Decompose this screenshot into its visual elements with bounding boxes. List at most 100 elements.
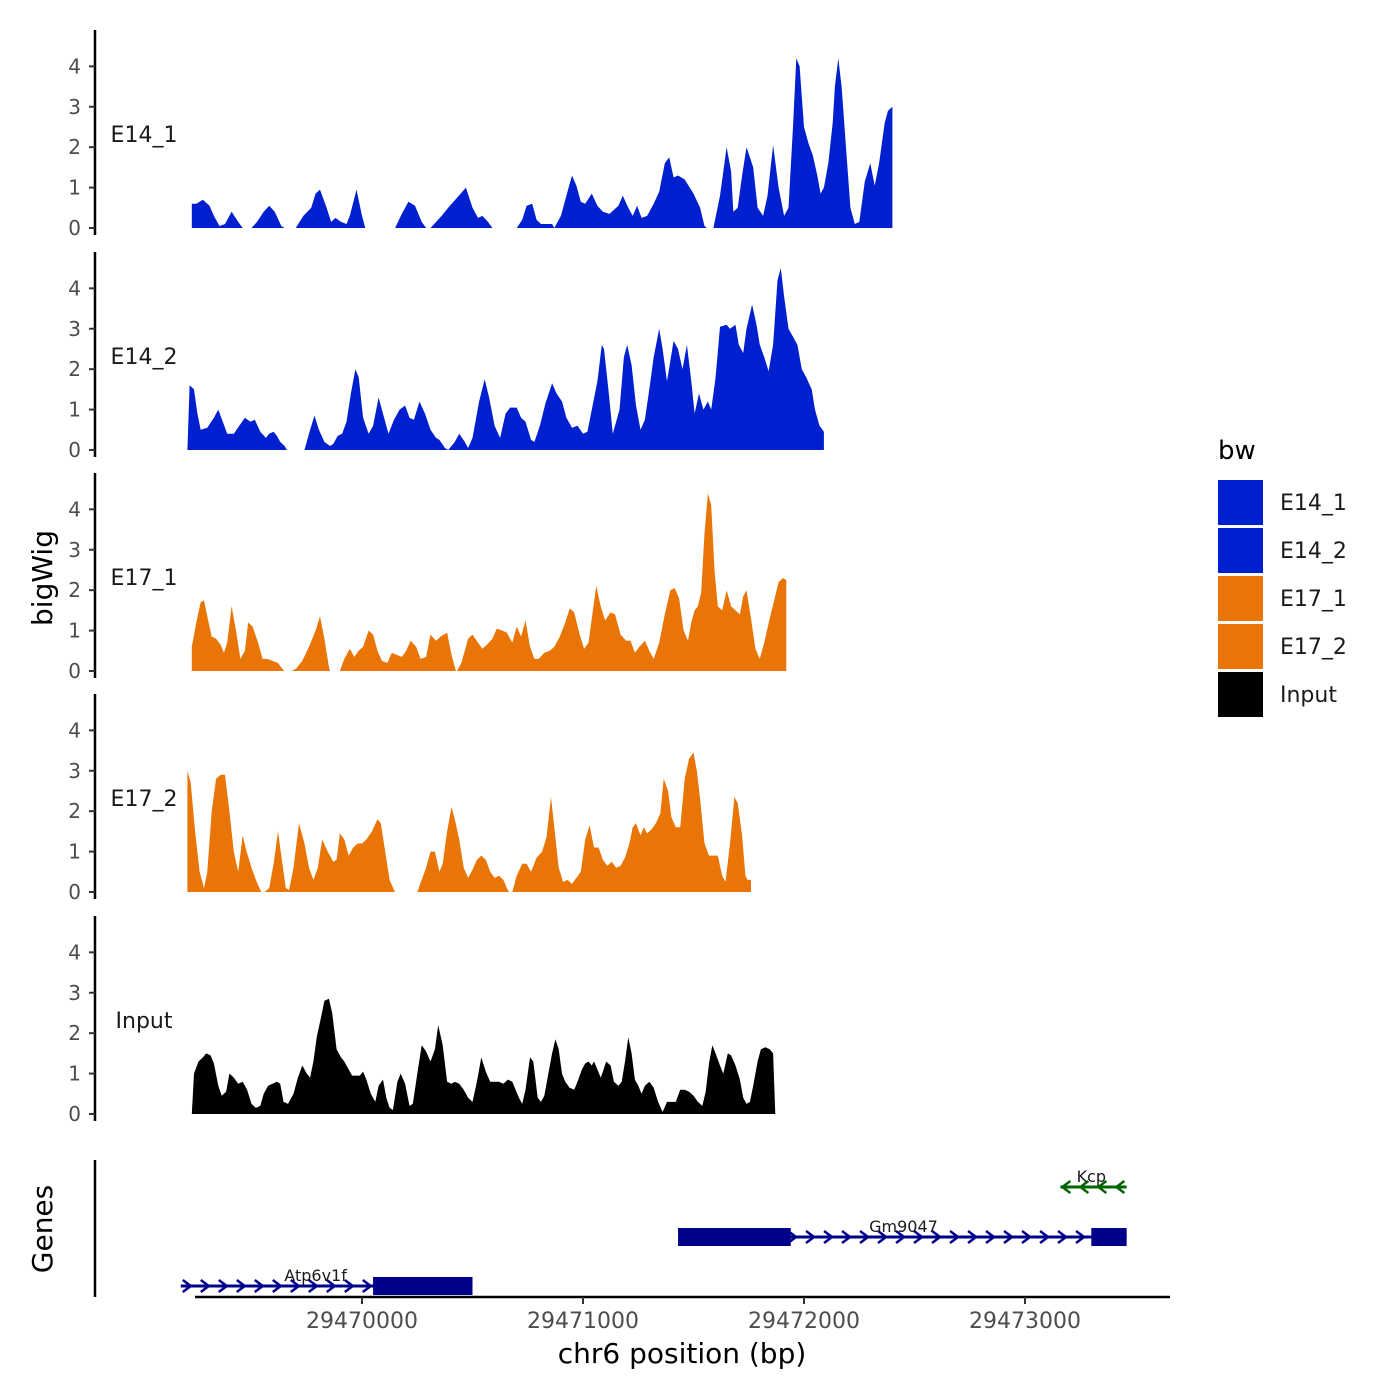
- strand-chevron: [362, 1279, 373, 1293]
- strand-chevron: [985, 1230, 997, 1244]
- area-E17_1: [191, 600, 285, 671]
- y-tick-label: 2: [68, 1021, 81, 1045]
- strand-chevron: [1039, 1230, 1051, 1244]
- y-tick-label: 0: [68, 216, 81, 240]
- legend-label-E14_2: E14_2: [1280, 539, 1347, 564]
- strand-chevron: [236, 1279, 247, 1293]
- track-E14_2: 0 1 2 3 4 E14_2: [68, 252, 824, 462]
- strand-chevron: [272, 1279, 283, 1293]
- track-label: E17_2: [111, 787, 178, 812]
- area-E17_2: [417, 807, 509, 892]
- x-axis-title: chr6 position (bp): [558, 1337, 807, 1370]
- legend-swatch-E14_2: [1218, 528, 1263, 573]
- strand-chevron: [1021, 1230, 1033, 1244]
- strand-chevron: [1003, 1230, 1015, 1244]
- gene-Atp6v1f: Atp6v1f: [180, 1266, 473, 1295]
- y-tick-label: 1: [68, 398, 81, 422]
- gene-exon: [1091, 1228, 1127, 1246]
- track-label: Input: [116, 1009, 173, 1034]
- area-E14_2: [187, 385, 287, 450]
- y-tick-label: 1: [68, 619, 81, 643]
- area-Input: [191, 998, 776, 1114]
- strand-chevron: [1114, 1180, 1126, 1194]
- y-tick-label: 4: [68, 718, 81, 742]
- strand-chevron: [1078, 1180, 1090, 1194]
- area-E14_1: [430, 187, 493, 228]
- gene-Gm9047: Gm9047: [678, 1217, 1127, 1246]
- strand-chevron: [859, 1230, 871, 1244]
- area-E14_1: [554, 157, 707, 228]
- strand-chevron: [877, 1230, 889, 1244]
- legend-swatch-E14_1: [1218, 480, 1263, 525]
- y-tick-label: 4: [68, 940, 81, 964]
- area-E14_2: [448, 268, 824, 450]
- y-tick-label: 2: [68, 799, 81, 823]
- strand-chevron: [1060, 1180, 1072, 1194]
- genes-axis-title: Genes: [26, 1185, 59, 1273]
- x-axis: 29470000 29471000 29472000 29473000: [195, 1295, 1170, 1334]
- strand-chevron: [344, 1279, 355, 1293]
- track-panels: 0 1 2 3 4 E14_1 0 1 2 3 4 E14_2 0 1 2 3 4 E17_1 0 1 2 3 4 E17_2…: [68, 30, 893, 1126]
- y-tick-label: 0: [68, 1102, 81, 1126]
- gene-name: Kcp: [1077, 1167, 1106, 1186]
- strand-chevron: [308, 1279, 319, 1293]
- gene-name: Gm9047: [869, 1217, 938, 1236]
- strand-chevron: [254, 1279, 265, 1293]
- strand-chevron: [200, 1279, 211, 1293]
- strand-chevron: [805, 1230, 817, 1244]
- y-tick-label: 3: [68, 759, 81, 783]
- area-E17_2: [512, 752, 751, 892]
- y-tick-label: 4: [68, 497, 81, 521]
- strand-chevron: [823, 1230, 835, 1244]
- gene-exon: [678, 1228, 791, 1246]
- area-E14_1: [191, 199, 285, 228]
- area-E17_2: [264, 819, 396, 892]
- track-label: E17_1: [111, 566, 178, 591]
- y-tick-label: 0: [68, 659, 81, 683]
- area-E14_1: [516, 203, 555, 228]
- area-E14_2: [304, 369, 449, 450]
- strand-chevron: [290, 1279, 301, 1293]
- legend-title: bw: [1218, 436, 1256, 466]
- x-tick-label: 29472000: [748, 1309, 860, 1334]
- legend-swatch-E17_1: [1218, 576, 1263, 621]
- x-tick-label: 29471000: [527, 1309, 639, 1334]
- strand-chevron: [895, 1230, 907, 1244]
- y-tick-label: 3: [68, 317, 81, 341]
- area-E14_1: [713, 58, 893, 229]
- x-tick-label: 29473000: [969, 1309, 1081, 1334]
- area-E17_2: [187, 770, 262, 892]
- area-E17_1: [339, 630, 456, 671]
- strand-chevron: [182, 1279, 193, 1293]
- legend-swatch-E17_2: [1218, 624, 1263, 669]
- legend: bw E14_1 E14_2 E17_1 E17_2 Input: [1218, 436, 1347, 717]
- track-label: E14_2: [111, 345, 178, 370]
- y-tick-label: 4: [68, 54, 81, 78]
- y-tick-label: 0: [68, 880, 81, 904]
- y-tick-label: 3: [68, 95, 81, 119]
- legend-label-E17_1: E17_1: [1280, 587, 1347, 612]
- legend-label-Input: Input: [1280, 683, 1337, 708]
- y-tick-label: 2: [68, 135, 81, 159]
- strand-chevron: [931, 1230, 943, 1244]
- strand-chevron: [913, 1230, 925, 1244]
- strand-chevron: [218, 1279, 229, 1293]
- gene-Kcp: Kcp: [1060, 1167, 1127, 1194]
- area-E17_1: [457, 493, 787, 671]
- strand-chevron: [841, 1230, 853, 1244]
- y-axis-title: bigWig: [26, 530, 59, 626]
- track-E14_1: 0 1 2 3 4 E14_1: [68, 30, 893, 240]
- y-tick-label: 1: [68, 176, 81, 200]
- strand-chevron: [1057, 1230, 1069, 1244]
- strand-chevron: [1075, 1230, 1087, 1244]
- y-tick-label: 1: [68, 840, 81, 864]
- strand-chevron: [1096, 1180, 1108, 1194]
- area-E14_1: [295, 189, 366, 228]
- y-tick-label: 4: [68, 276, 81, 300]
- gene-name: Atp6v1f: [284, 1266, 347, 1285]
- y-tick-label: 3: [68, 538, 81, 562]
- y-tick-label: 0: [68, 438, 81, 462]
- track-Input: 0 1 2 3 4 Input: [68, 916, 776, 1126]
- gene-exon: [373, 1277, 473, 1295]
- genes-panel: Atp6v1f Gm9047 Kcp: [93, 1160, 1127, 1297]
